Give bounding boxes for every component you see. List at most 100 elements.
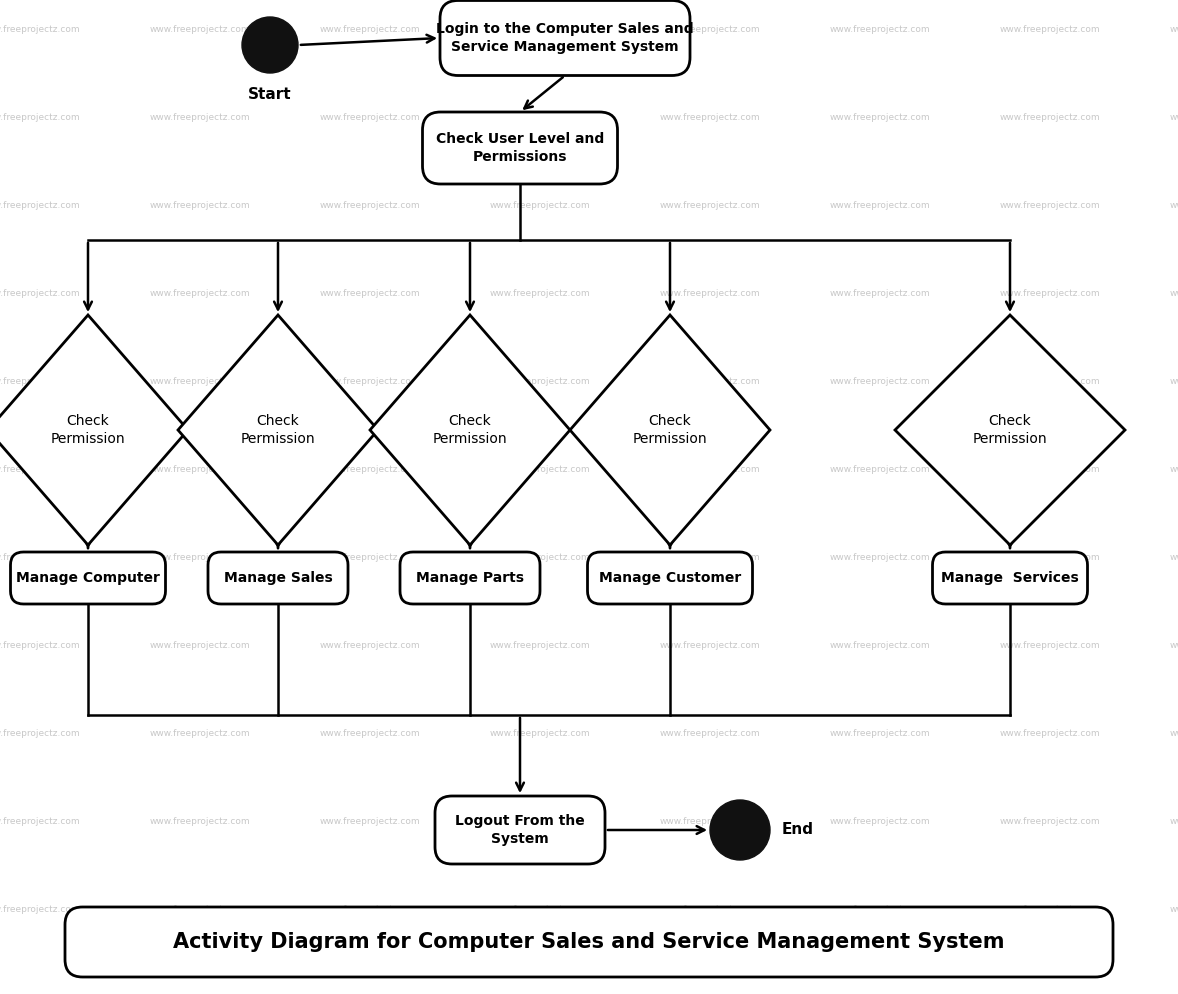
Text: www.freeprojectz.com: www.freeprojectz.com — [490, 906, 590, 914]
Text: Check
Permission: Check Permission — [432, 414, 508, 446]
Text: www.freeprojectz.com: www.freeprojectz.com — [830, 641, 931, 650]
Text: www.freeprojectz.com: www.freeprojectz.com — [490, 641, 590, 650]
Text: www.freeprojectz.com: www.freeprojectz.com — [0, 113, 80, 122]
Text: www.freeprojectz.com: www.freeprojectz.com — [1170, 730, 1178, 739]
Text: www.freeprojectz.com: www.freeprojectz.com — [1000, 465, 1100, 474]
Polygon shape — [0, 315, 188, 545]
Text: www.freeprojectz.com: www.freeprojectz.com — [150, 202, 251, 211]
Polygon shape — [178, 315, 378, 545]
Text: www.freeprojectz.com: www.freeprojectz.com — [1170, 641, 1178, 650]
Text: www.freeprojectz.com: www.freeprojectz.com — [320, 378, 421, 387]
FancyBboxPatch shape — [401, 552, 540, 604]
Text: www.freeprojectz.com: www.freeprojectz.com — [1170, 465, 1178, 474]
Text: www.freeprojectz.com: www.freeprojectz.com — [660, 817, 761, 826]
Text: www.freeprojectz.com: www.freeprojectz.com — [660, 378, 761, 387]
Text: www.freeprojectz.com: www.freeprojectz.com — [150, 730, 251, 739]
Circle shape — [710, 800, 770, 860]
Text: www.freeprojectz.com: www.freeprojectz.com — [490, 730, 590, 739]
Text: www.freeprojectz.com: www.freeprojectz.com — [150, 906, 251, 914]
Text: www.freeprojectz.com: www.freeprojectz.com — [0, 554, 80, 563]
Text: www.freeprojectz.com: www.freeprojectz.com — [660, 465, 761, 474]
Text: www.freeprojectz.com: www.freeprojectz.com — [0, 906, 80, 914]
Text: www.freeprojectz.com: www.freeprojectz.com — [490, 817, 590, 826]
Polygon shape — [895, 315, 1125, 545]
Text: www.freeprojectz.com: www.freeprojectz.com — [320, 554, 421, 563]
FancyBboxPatch shape — [423, 112, 617, 184]
Text: www.freeprojectz.com: www.freeprojectz.com — [320, 730, 421, 739]
Text: www.freeprojectz.com: www.freeprojectz.com — [660, 906, 761, 914]
Text: www.freeprojectz.com: www.freeprojectz.com — [830, 730, 931, 739]
Text: www.freeprojectz.com: www.freeprojectz.com — [490, 202, 590, 211]
Text: www.freeprojectz.com: www.freeprojectz.com — [0, 465, 80, 474]
Polygon shape — [570, 315, 770, 545]
Text: www.freeprojectz.com: www.freeprojectz.com — [490, 378, 590, 387]
Text: www.freeprojectz.com: www.freeprojectz.com — [1170, 554, 1178, 563]
Text: www.freeprojectz.com: www.freeprojectz.com — [1000, 202, 1100, 211]
Text: www.freeprojectz.com: www.freeprojectz.com — [490, 26, 590, 35]
Text: www.freeprojectz.com: www.freeprojectz.com — [0, 289, 80, 298]
Text: Manage Customer: Manage Customer — [598, 571, 741, 585]
Text: www.freeprojectz.com: www.freeprojectz.com — [660, 554, 761, 563]
Text: End: End — [782, 822, 814, 838]
Text: Activity Diagram for Computer Sales and Service Management System: Activity Diagram for Computer Sales and … — [173, 932, 1005, 952]
Text: www.freeprojectz.com: www.freeprojectz.com — [830, 113, 931, 122]
FancyBboxPatch shape — [65, 907, 1113, 977]
FancyBboxPatch shape — [11, 552, 165, 604]
FancyBboxPatch shape — [933, 552, 1087, 604]
Text: www.freeprojectz.com: www.freeprojectz.com — [1000, 26, 1100, 35]
Text: www.freeprojectz.com: www.freeprojectz.com — [0, 817, 80, 826]
Text: www.freeprojectz.com: www.freeprojectz.com — [0, 202, 80, 211]
Text: Login to the Computer Sales and
Service Management System: Login to the Computer Sales and Service … — [436, 22, 694, 55]
Text: www.freeprojectz.com: www.freeprojectz.com — [1000, 730, 1100, 739]
Text: www.freeprojectz.com: www.freeprojectz.com — [150, 554, 251, 563]
Text: www.freeprojectz.com: www.freeprojectz.com — [0, 26, 80, 35]
Text: www.freeprojectz.com: www.freeprojectz.com — [830, 465, 931, 474]
Text: www.freeprojectz.com: www.freeprojectz.com — [150, 465, 251, 474]
Text: Manage Sales: Manage Sales — [224, 571, 332, 585]
Text: www.freeprojectz.com: www.freeprojectz.com — [1000, 906, 1100, 914]
Text: www.freeprojectz.com: www.freeprojectz.com — [490, 554, 590, 563]
Text: www.freeprojectz.com: www.freeprojectz.com — [150, 817, 251, 826]
Text: www.freeprojectz.com: www.freeprojectz.com — [1170, 26, 1178, 35]
Polygon shape — [370, 315, 570, 545]
Text: www.freeprojectz.com: www.freeprojectz.com — [830, 378, 931, 387]
Text: www.freeprojectz.com: www.freeprojectz.com — [320, 465, 421, 474]
Text: www.freeprojectz.com: www.freeprojectz.com — [830, 26, 931, 35]
Text: www.freeprojectz.com: www.freeprojectz.com — [0, 378, 80, 387]
Text: www.freeprojectz.com: www.freeprojectz.com — [830, 817, 931, 826]
Text: www.freeprojectz.com: www.freeprojectz.com — [1170, 906, 1178, 914]
Text: www.freeprojectz.com: www.freeprojectz.com — [490, 465, 590, 474]
FancyBboxPatch shape — [209, 552, 348, 604]
Text: www.freeprojectz.com: www.freeprojectz.com — [660, 26, 761, 35]
Text: www.freeprojectz.com: www.freeprojectz.com — [1170, 202, 1178, 211]
Text: www.freeprojectz.com: www.freeprojectz.com — [1000, 289, 1100, 298]
Text: www.freeprojectz.com: www.freeprojectz.com — [660, 113, 761, 122]
Text: Check
Permission: Check Permission — [973, 414, 1047, 446]
Text: Check
Permission: Check Permission — [240, 414, 316, 446]
Text: www.freeprojectz.com: www.freeprojectz.com — [830, 906, 931, 914]
Text: www.freeprojectz.com: www.freeprojectz.com — [490, 113, 590, 122]
Text: www.freeprojectz.com: www.freeprojectz.com — [320, 202, 421, 211]
Text: Start: Start — [249, 87, 292, 102]
Text: Check User Level and
Permissions: Check User Level and Permissions — [436, 132, 604, 164]
Text: www.freeprojectz.com: www.freeprojectz.com — [830, 554, 931, 563]
Text: www.freeprojectz.com: www.freeprojectz.com — [660, 641, 761, 650]
FancyBboxPatch shape — [441, 1, 690, 76]
Text: www.freeprojectz.com: www.freeprojectz.com — [320, 289, 421, 298]
Text: www.freeprojectz.com: www.freeprojectz.com — [320, 113, 421, 122]
Circle shape — [241, 17, 298, 73]
Text: www.freeprojectz.com: www.freeprojectz.com — [150, 378, 251, 387]
Text: www.freeprojectz.com: www.freeprojectz.com — [0, 730, 80, 739]
Text: Manage Computer: Manage Computer — [16, 571, 160, 585]
Text: www.freeprojectz.com: www.freeprojectz.com — [830, 202, 931, 211]
Text: www.freeprojectz.com: www.freeprojectz.com — [660, 289, 761, 298]
Text: www.freeprojectz.com: www.freeprojectz.com — [1170, 289, 1178, 298]
Text: www.freeprojectz.com: www.freeprojectz.com — [1000, 378, 1100, 387]
Text: www.freeprojectz.com: www.freeprojectz.com — [1000, 113, 1100, 122]
Text: Manage  Services: Manage Services — [941, 571, 1079, 585]
FancyBboxPatch shape — [435, 796, 605, 864]
Text: www.freeprojectz.com: www.freeprojectz.com — [150, 641, 251, 650]
Text: www.freeprojectz.com: www.freeprojectz.com — [1000, 554, 1100, 563]
Text: www.freeprojectz.com: www.freeprojectz.com — [320, 26, 421, 35]
FancyBboxPatch shape — [588, 552, 753, 604]
